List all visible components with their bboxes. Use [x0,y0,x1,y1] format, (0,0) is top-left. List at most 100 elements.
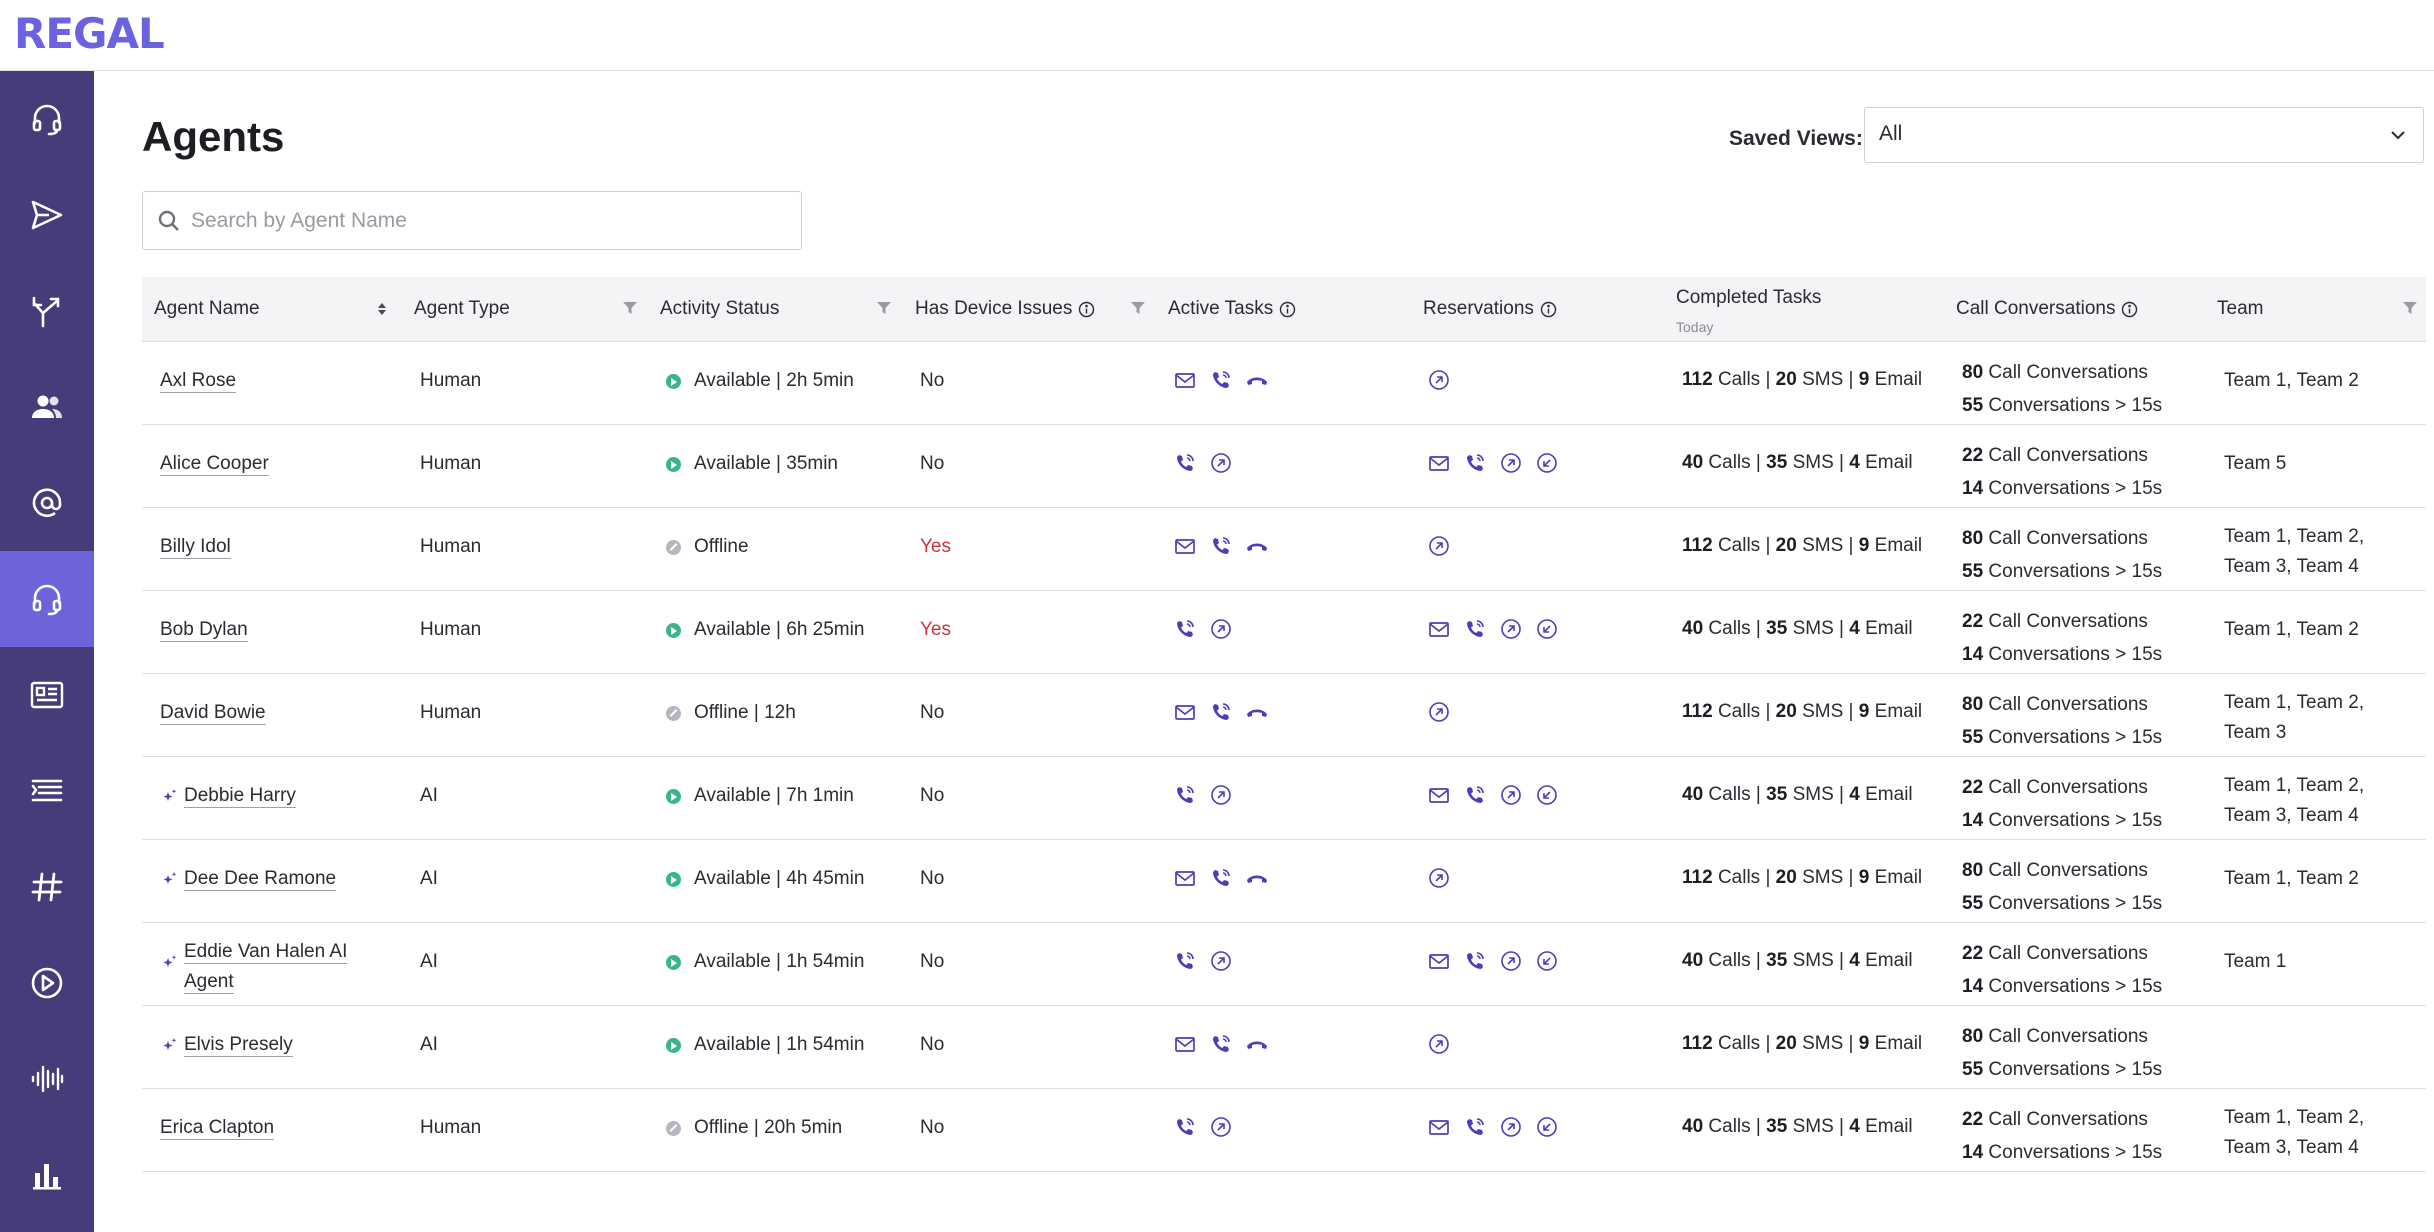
agent-name-link[interactable]: Erica Clapton [160,1117,275,1140]
agent-name-link[interactable]: Billy Idol [160,536,231,559]
sort-icon[interactable] [374,301,390,317]
outbound-task-icon[interactable] [1428,1033,1450,1055]
hangup-icon[interactable] [1246,369,1268,391]
inbound-task-icon[interactable] [1536,1116,1558,1138]
outbound-task-icon[interactable] [1500,1116,1522,1138]
col-device-issues[interactable]: Has Device Issues [915,277,1095,341]
inbound-task-icon[interactable] [1536,618,1558,640]
routing-icon [32,296,60,328]
agent-name-link[interactable]: Elvis Presely [184,1034,293,1057]
email-icon[interactable] [1428,452,1450,474]
phone-call-icon[interactable] [1174,784,1196,806]
phone-call-icon[interactable] [1464,784,1486,806]
inbound-task-icon[interactable] [1536,784,1558,806]
info-icon[interactable] [1279,301,1296,318]
agent-name-link[interactable]: Axl Rose [160,370,237,393]
filter-icon[interactable] [2402,300,2418,316]
search-box [142,191,802,250]
email-icon[interactable] [1174,701,1196,723]
hangup-icon[interactable] [1246,701,1268,723]
col-team[interactable]: Team [2217,298,2264,319]
saved-views-select[interactable]: All [1864,107,2424,163]
nav-at-sign[interactable] [0,455,94,551]
table-row: David Bowie Human Offline | 12h No 112 Calls… [142,674,2426,757]
agent-name-link[interactable]: Debbie Harry [184,785,296,808]
phone-call-icon[interactable] [1210,535,1232,557]
info-icon[interactable] [2121,301,2138,318]
filter-icon[interactable] [1130,300,1146,316]
phone-call-icon[interactable] [1464,618,1486,640]
col-agent-type[interactable]: Agent Type [414,298,510,319]
phone-call-icon[interactable] [1210,369,1232,391]
search-input[interactable] [189,202,773,240]
col-completed-tasks[interactable]: Completed Tasks Today [1676,287,1822,335]
col-agent-name[interactable]: Agent Name [154,298,260,319]
agent-name-link[interactable]: Dee Dee Ramone [184,868,337,891]
outbound-task-icon[interactable] [1210,618,1232,640]
col-active-tasks[interactable]: Active Tasks [1168,277,1296,341]
outbound-task-icon[interactable] [1210,1116,1232,1138]
hangup-icon[interactable] [1246,535,1268,557]
phone-call-icon[interactable] [1174,618,1196,640]
nav-headset[interactable] [0,71,94,167]
nav-contacts[interactable] [0,359,94,455]
hangup-icon[interactable] [1246,867,1268,889]
col-activity-status[interactable]: Activity Status [660,298,780,319]
nav-list[interactable] [0,743,94,839]
agent-name-link[interactable]: David Bowie [160,702,266,725]
outbound-task-icon[interactable] [1210,950,1232,972]
info-icon[interactable] [1540,301,1557,318]
outbound-task-icon[interactable] [1500,618,1522,640]
email-icon[interactable] [1428,618,1450,640]
outbound-task-icon[interactable] [1500,784,1522,806]
nav-hashtag[interactable] [0,839,94,935]
outbound-task-icon[interactable] [1210,452,1232,474]
phone-call-icon[interactable] [1210,1033,1232,1055]
completed-tasks-value: 40 Calls | 35 SMS | 4 Email [1682,950,1913,971]
nav-play[interactable] [0,935,94,1031]
nav-send[interactable] [0,167,94,263]
phone-call-icon[interactable] [1464,452,1486,474]
agent-name-link[interactable]: Alice Cooper [160,453,269,476]
filter-icon[interactable] [622,300,638,316]
email-icon[interactable] [1174,867,1196,889]
outbound-task-icon[interactable] [1428,867,1450,889]
phone-call-icon[interactable] [1210,867,1232,889]
outbound-task-icon[interactable] [1428,369,1450,391]
phone-call-icon[interactable] [1464,1116,1486,1138]
col-reservations[interactable]: Reservations [1423,277,1557,341]
nav-audio[interactable] [0,1031,94,1127]
phone-call-icon[interactable] [1464,950,1486,972]
nav-contact-card[interactable] [0,647,94,743]
email-icon[interactable] [1428,784,1450,806]
email-icon[interactable] [1428,1116,1450,1138]
inbound-task-icon[interactable] [1536,950,1558,972]
phone-call-icon[interactable] [1174,452,1196,474]
available-status-icon [666,456,681,472]
nav-analytics[interactable] [0,1127,94,1223]
inbound-task-icon[interactable] [1536,452,1558,474]
info-icon[interactable] [1078,301,1095,318]
nav-routing[interactable] [0,263,94,359]
agent-name-link[interactable]: Eddie Van Halen AI Agent [184,941,348,994]
hangup-icon[interactable] [1246,1033,1268,1055]
email-icon[interactable] [1428,950,1450,972]
team-value: Team 1, Team 2, Team 3 [2224,692,2365,743]
outbound-task-icon[interactable] [1500,950,1522,972]
phone-call-icon[interactable] [1174,950,1196,972]
email-icon[interactable] [1174,1033,1196,1055]
phone-call-icon[interactable] [1174,1116,1196,1138]
completed-tasks-value: 40 Calls | 35 SMS | 4 Email [1682,1116,1913,1137]
agent-name-link[interactable]: Bob Dylan [160,619,248,642]
email-icon[interactable] [1174,535,1196,557]
regal-logo[interactable]: REGAL [14,9,165,58]
outbound-task-icon[interactable] [1428,701,1450,723]
nav-agents[interactable] [0,551,94,647]
outbound-task-icon[interactable] [1210,784,1232,806]
phone-call-icon[interactable] [1210,701,1232,723]
outbound-task-icon[interactable] [1500,452,1522,474]
filter-icon[interactable] [876,300,892,316]
email-icon[interactable] [1174,369,1196,391]
col-call-conversations[interactable]: Call Conversations [1956,277,2138,341]
outbound-task-icon[interactable] [1428,535,1450,557]
